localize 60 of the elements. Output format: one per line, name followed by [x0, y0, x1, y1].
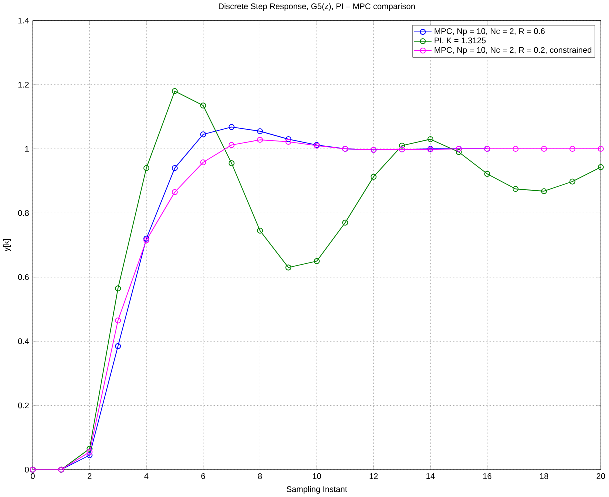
y-tick-label: 1.2: [18, 82, 29, 88]
x-tick-label: 0: [31, 473, 35, 480]
point: [86, 452, 93, 458]
point: [257, 136, 264, 143]
y-tick-label: 1: [25, 146, 29, 152]
point: [399, 142, 406, 149]
point: [172, 88, 178, 94]
x-tick-label: 18: [540, 473, 548, 480]
point: [257, 228, 264, 234]
point: [342, 220, 348, 226]
point: [115, 343, 122, 350]
y-axis-title: y[k]: [3, 239, 12, 252]
point: [512, 186, 519, 192]
point: [484, 170, 490, 177]
point: [570, 178, 576, 185]
point: [228, 142, 235, 148]
y-tick-label: 1.4: [18, 18, 30, 24]
y-tick-label: 0.4: [18, 338, 30, 344]
y-tick-label: 0.8: [18, 210, 30, 216]
point: [370, 174, 377, 180]
x-tick-label: 14: [426, 473, 435, 479]
y-tick-label: 0: [25, 466, 30, 473]
point: [228, 160, 235, 166]
point: [172, 189, 178, 196]
point: [86, 449, 93, 456]
legend-label: MPC, Np = 10, Nc = 2, R = 0.2, constrained: [434, 46, 592, 55]
legend-label: MPC, Np = 10, Nc = 2, R = 0.6: [434, 28, 545, 36]
x-axis-title: Sampling Instant: [286, 486, 348, 494]
point: [456, 149, 462, 156]
y-tick-label: 0.2: [18, 402, 29, 408]
point: [200, 132, 206, 138]
point: [314, 258, 320, 264]
chart-title: Discrete Step Response, G5(z), PI – MPC comparison: [219, 3, 416, 11]
point: [172, 165, 178, 172]
legend-label: PI, K = 1.3125: [434, 38, 486, 44]
x-tick-label: 20: [596, 473, 606, 480]
y-tick-label: 0.6: [18, 274, 30, 280]
x-tick-label: 2: [88, 473, 92, 480]
point: [200, 102, 206, 109]
x-tick-label: 16: [484, 473, 492, 480]
x-tick-label: 6: [202, 473, 206, 480]
point: [144, 165, 150, 172]
point: [286, 264, 292, 271]
point: [86, 446, 93, 452]
point: [115, 286, 122, 292]
point: [286, 136, 292, 142]
x-tick-label: 10: [313, 473, 322, 480]
x-tick-label: 4: [144, 473, 149, 479]
x-tick-label: 12: [370, 473, 378, 480]
point: [512, 146, 519, 152]
point: [115, 318, 122, 324]
point: [541, 188, 548, 194]
x-tick-label: 8: [258, 473, 262, 480]
point: [286, 138, 292, 145]
point: [570, 146, 576, 152]
point: [541, 146, 548, 152]
point: [200, 159, 206, 166]
point: [228, 124, 235, 130]
point: [428, 136, 434, 142]
point: [257, 128, 264, 134]
